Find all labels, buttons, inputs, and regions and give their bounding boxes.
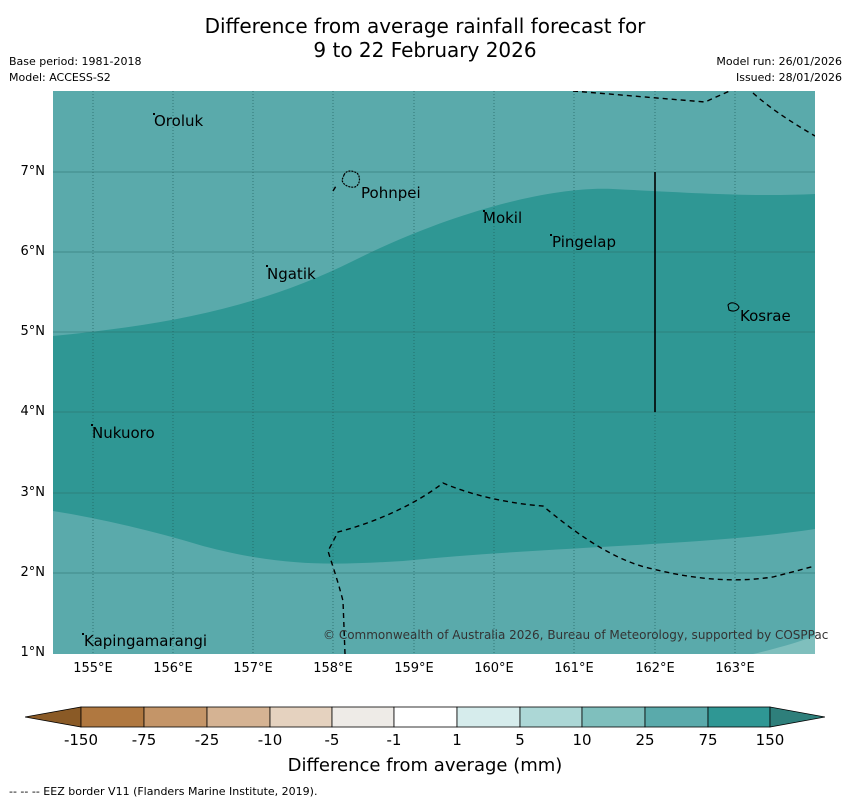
- place-label-oroluk: Oroluk: [154, 112, 204, 130]
- meta-right: Model run: 26/01/2026 Issued: 28/01/2026: [716, 54, 842, 86]
- colorbar-bin-2: [143, 706, 208, 728]
- lat-label-5n: 5°N: [20, 324, 46, 339]
- colorbar-bin-10: [644, 706, 709, 728]
- eez-legend-note: -- -- -- EEZ border V11 (Flanders Marine…: [9, 785, 318, 798]
- colorbar-bin-8: [519, 706, 583, 728]
- lon-label-157e: 157°E: [233, 661, 273, 676]
- lon-label-163e: 163°E: [715, 661, 755, 676]
- lon-label-158e: 158°E: [313, 661, 353, 676]
- place-label-kapingamarangi: Kapingamarangi: [84, 632, 208, 650]
- place-label-mokil: Mokil: [483, 209, 523, 227]
- colorbar-tick-label: -5: [324, 731, 340, 749]
- colorbar-bin-9: [581, 706, 646, 728]
- place-label-kosrae: Kosrae: [740, 307, 791, 325]
- lat-label-4n: 4°N: [20, 404, 46, 419]
- colorbar-tick-label: -1: [386, 731, 402, 749]
- lon-label-159e: 159°E: [394, 661, 434, 676]
- lat-label-3n: 3°N: [20, 485, 46, 500]
- title-line-2: 9 to 22 February 2026: [313, 38, 537, 62]
- colorbar-tick-label: 1: [452, 731, 462, 749]
- eez-borders: [327, 91, 815, 654]
- chart-title: Difference from average rainfall forecas…: [0, 14, 850, 62]
- colorbar-tick-label: 75: [698, 731, 718, 749]
- colorbar-bin-1: [80, 706, 145, 728]
- map-svg: [53, 91, 815, 654]
- colorbar-tick-label: -75: [131, 731, 157, 749]
- colorbar-bin-4: [269, 706, 333, 728]
- colorbar-bin-3: [206, 706, 271, 728]
- title-line-1: Difference from average rainfall forecas…: [204, 14, 646, 38]
- place-label-pingelap: Pingelap: [552, 233, 617, 251]
- colorbar-bin-5: [331, 706, 395, 728]
- colorbar-tick-label: 25: [635, 731, 655, 749]
- place-label-ngatik: Ngatik: [267, 265, 316, 283]
- place-label-pohnpei: Pohnpei: [361, 184, 421, 202]
- lon-label-161e: 161°E: [554, 661, 594, 676]
- issued-date: Issued: 28/01/2026: [735, 71, 842, 84]
- zone-75-150: [53, 188, 815, 564]
- kosrae-island: [727, 302, 740, 312]
- colorbar-tick-label: 5: [515, 731, 525, 749]
- colorbar-bin-7: [456, 706, 521, 728]
- meta-left: Base period: 1981-2018 Model: ACCESS-S2: [9, 54, 141, 86]
- colorbar-tick-label: 10: [572, 731, 592, 749]
- colorbar-extend-low: [25, 706, 82, 728]
- colorbar-tick-label: -10: [257, 731, 283, 749]
- zone-10-25: [753, 636, 815, 654]
- atoll-markers: [82, 113, 552, 635]
- model-run: Model run: 26/01/2026: [716, 55, 842, 68]
- pohnpei-island: [341, 170, 361, 188]
- colorbar-bin-11: [707, 706, 771, 728]
- copyright-notice: © Commonwealth of Australia 2026, Bureau…: [323, 628, 829, 642]
- lon-label-160e: 160°E: [474, 661, 514, 676]
- lat-label-2n: 2°N: [20, 565, 46, 580]
- place-label-nukuoro: Nukuoro: [92, 424, 155, 442]
- colorbar-tick-label: 150: [755, 731, 785, 749]
- colorbar-title: Difference from average (mm): [287, 755, 563, 776]
- colorbar-tick-label: -25: [194, 731, 220, 749]
- lon-label-155e: 155°E: [73, 661, 113, 676]
- colorbar: [25, 706, 825, 728]
- latitude-lines: [53, 171, 815, 574]
- map-panel: [53, 91, 815, 654]
- lat-label-6n: 6°N: [20, 244, 46, 259]
- colorbar-tick-label: -150: [63, 731, 99, 749]
- lat-label-1n: 1°N: [20, 645, 46, 660]
- lat-label-7n: 7°N: [20, 164, 46, 179]
- base-period: Base period: 1981-2018: [9, 55, 142, 68]
- lon-label-162e: 162°E: [635, 661, 675, 676]
- colorbar-extend-high: [769, 706, 825, 728]
- model-name: Model: ACCESS-S2: [9, 71, 111, 84]
- lon-label-156e: 156°E: [153, 661, 193, 676]
- colorbar-bin-6: [393, 706, 458, 728]
